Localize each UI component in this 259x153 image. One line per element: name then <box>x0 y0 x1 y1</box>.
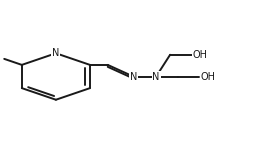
Text: OH: OH <box>193 50 208 60</box>
Text: N: N <box>130 71 137 82</box>
Text: N: N <box>153 71 160 82</box>
Text: OH: OH <box>200 71 215 82</box>
Text: N: N <box>52 48 60 58</box>
